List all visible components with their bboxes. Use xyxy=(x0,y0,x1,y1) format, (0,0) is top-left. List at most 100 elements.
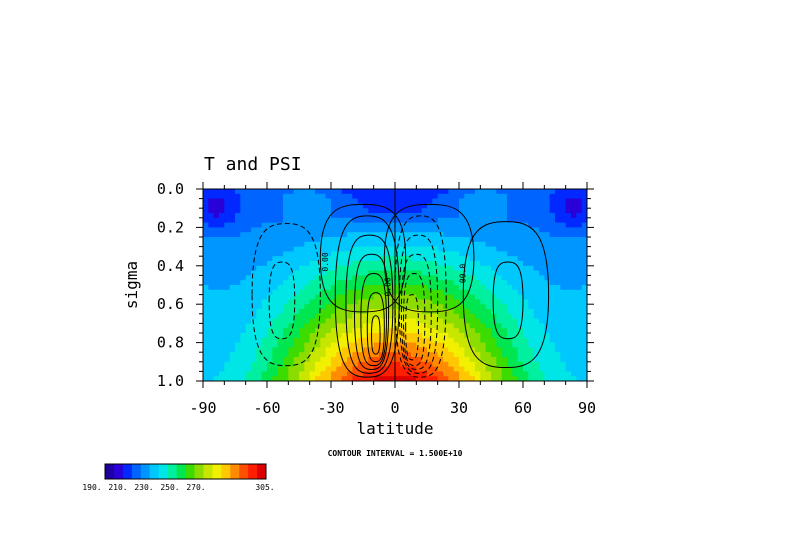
heat-cell xyxy=(523,213,529,219)
heat-cell xyxy=(352,304,359,310)
heat-cell xyxy=(309,198,316,204)
heat-cell xyxy=(459,361,465,368)
heat-cell xyxy=(363,323,369,329)
heat-cell xyxy=(501,304,508,310)
heat-cell xyxy=(208,342,215,348)
heat-cell xyxy=(411,208,417,214)
heat-cell xyxy=(507,193,513,200)
heat-cell xyxy=(320,371,327,377)
colorbar-swatch xyxy=(131,464,142,479)
heat-cell xyxy=(208,323,215,329)
heat-cell xyxy=(523,342,529,348)
psi-contour xyxy=(268,261,296,340)
heat-cell xyxy=(459,313,465,320)
heat-cell xyxy=(213,347,220,353)
heat-cell xyxy=(453,337,460,344)
heat-cell xyxy=(533,323,540,329)
heat-cell xyxy=(507,227,513,233)
heat-cell xyxy=(512,299,519,305)
heat-cell xyxy=(261,313,268,320)
heat-cell xyxy=(555,309,561,315)
heat-cell xyxy=(549,232,556,238)
heat-cell xyxy=(267,256,273,262)
heat-cell xyxy=(496,299,503,305)
heat-cell xyxy=(528,347,535,353)
heat-cell xyxy=(581,246,587,252)
heat-cell xyxy=(485,347,492,353)
heat-cell xyxy=(565,328,572,334)
heat-cell xyxy=(555,193,561,200)
heat-cell xyxy=(565,217,572,224)
heat-cell xyxy=(533,328,540,334)
heat-cell xyxy=(491,361,497,368)
heat-cell xyxy=(341,227,348,233)
heat-cell xyxy=(459,371,465,377)
heat-cell xyxy=(555,256,561,262)
heat-cell xyxy=(507,208,513,214)
heat-cell xyxy=(304,241,311,248)
heat-cell xyxy=(304,361,311,368)
heat-cell xyxy=(395,333,401,339)
heat-cell xyxy=(523,208,529,214)
heat-cell xyxy=(368,193,375,200)
heat-cell xyxy=(576,256,583,262)
heat-cell xyxy=(208,318,215,324)
heat-cell xyxy=(235,347,241,353)
heat-cell xyxy=(219,227,225,233)
heat-cell xyxy=(352,203,359,209)
heat-cell xyxy=(219,376,225,381)
heat-cell xyxy=(437,323,444,329)
heat-cell xyxy=(512,285,519,291)
heat-cell xyxy=(475,222,481,228)
heat-cell xyxy=(491,347,497,353)
heat-cell xyxy=(501,241,508,248)
heat-cell xyxy=(240,208,247,214)
heat-cell xyxy=(427,251,433,257)
heat-cell xyxy=(581,289,587,296)
heat-cell xyxy=(331,251,337,257)
heat-cell xyxy=(560,280,567,286)
x-tick-label: 60 xyxy=(514,399,532,417)
heat-cell xyxy=(320,261,327,267)
heat-cell xyxy=(235,299,241,305)
heat-cell xyxy=(261,342,268,348)
heat-cell xyxy=(389,198,396,204)
heat-cell xyxy=(544,342,551,348)
heat-cell xyxy=(512,232,519,238)
heat-cell xyxy=(251,337,257,344)
heat-cell xyxy=(395,208,401,214)
heat-cell xyxy=(304,294,311,300)
heat-cell xyxy=(245,227,252,233)
heat-cell xyxy=(240,189,247,195)
heat-cell xyxy=(299,265,305,272)
heat-cell xyxy=(539,213,545,219)
heat-cell xyxy=(512,213,519,219)
heat-cell xyxy=(293,366,300,372)
heat-cell xyxy=(405,361,412,368)
heat-cell xyxy=(539,275,545,281)
psi-contour xyxy=(366,292,385,363)
heat-cell xyxy=(240,304,247,310)
heat-cell xyxy=(512,193,519,200)
heat-cell xyxy=(576,193,583,200)
heat-cell xyxy=(512,352,519,358)
colorbar-frame xyxy=(104,463,267,480)
colorbar-swatch xyxy=(257,464,267,479)
heat-cell xyxy=(315,323,321,329)
heat-cell xyxy=(459,318,465,324)
heat-cell xyxy=(421,217,428,224)
heat-cell xyxy=(251,361,257,368)
heat-cell xyxy=(347,193,353,200)
heat-cell xyxy=(272,189,279,195)
heat-cell xyxy=(485,376,492,381)
heat-cell xyxy=(256,294,263,300)
heat-cell xyxy=(469,289,476,296)
heat-cell xyxy=(416,265,423,272)
heat-cell xyxy=(245,261,252,267)
heat-cell xyxy=(224,189,231,195)
heat-cell xyxy=(277,323,284,329)
heat-cell xyxy=(555,203,561,209)
heat-cell xyxy=(464,261,471,267)
heat-cell xyxy=(272,309,279,315)
heat-cell xyxy=(528,189,535,195)
